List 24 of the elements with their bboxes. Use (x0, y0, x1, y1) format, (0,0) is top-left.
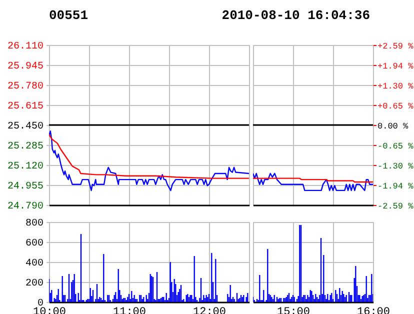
y-tick-label: 400 (25, 258, 44, 270)
y-tick-label: 25.945 (7, 62, 44, 72)
y-tick-label: 25.615 (7, 102, 44, 112)
y-tick-label: 26.110 (7, 42, 44, 52)
text: -1.94 % (378, 181, 414, 192)
text: -2.59 % (378, 202, 414, 212)
text: +0.65 % (378, 101, 414, 112)
y-tick-label: 200 (25, 278, 44, 290)
y-tick-label: 25.780 (7, 82, 44, 92)
y-tick-label: 24.790 (7, 202, 44, 212)
text: -0.65 % (378, 142, 414, 152)
y-tick-label: 24.955 (7, 182, 44, 192)
y-tick-label: 25.120 (7, 162, 44, 172)
text: +1.30 % (378, 81, 414, 92)
text: 0.00 % (378, 122, 408, 132)
y-tick-label: 800 (25, 218, 44, 230)
text: +1.94 % (378, 62, 414, 72)
chart-title: 2010-08-10 16:04:36 (222, 8, 370, 23)
y-tick-label: 25.285 (7, 142, 44, 152)
text: +2.59 % (378, 42, 414, 52)
chart-title: 00551 (49, 8, 88, 23)
y-tick-label: 600 (25, 238, 44, 250)
y-tick-label: 25.450 (7, 122, 44, 132)
text: -1.30 % (378, 162, 414, 172)
